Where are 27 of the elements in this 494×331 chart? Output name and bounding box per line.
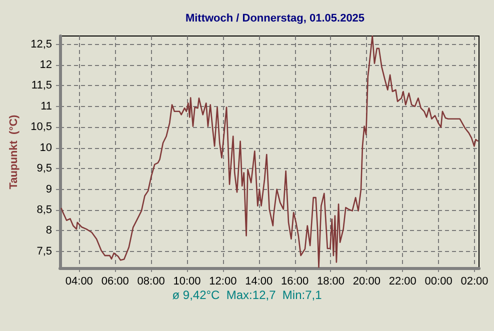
- y-tick-label: 10,5: [30, 121, 52, 134]
- y-axis-title: Taupunkt (°C): [8, 114, 20, 190]
- y-tick-label: 12,5: [30, 38, 52, 50]
- x-tick-label: 18:00: [316, 276, 345, 288]
- x-tick-label: 04:00: [65, 276, 93, 288]
- line-series: [60, 35, 479, 268]
- y-tick-label: 9,5: [36, 162, 52, 175]
- x-tick-label: 10:00: [173, 276, 201, 288]
- y-tick-label: 11: [40, 100, 52, 112]
- x-tick-label: 20:00: [352, 276, 380, 288]
- x-tick-label: 08:00: [137, 276, 165, 288]
- x-tick-label: 12:00: [209, 276, 237, 288]
- x-tick-label: 16:00: [281, 276, 309, 288]
- chart-title: Mittwoch / Donnerstag, 01.05.2025: [185, 12, 365, 24]
- x-tick-label: 22:00: [388, 276, 416, 288]
- y-tick-label: 8,5: [36, 204, 52, 216]
- y-tick-label: 7,5: [36, 245, 52, 258]
- y-tick-label: 8: [46, 224, 52, 237]
- y-tick-label: 9: [46, 183, 52, 196]
- x-tick-label: 00:00: [424, 276, 452, 288]
- x-tick-label: 02:00: [460, 276, 488, 288]
- y-tick-label: 10: [40, 142, 52, 154]
- x-tick-label: 14:00: [245, 276, 273, 288]
- y-tick-label: 11,5: [31, 80, 52, 92]
- x-tick-label: 06:00: [101, 276, 129, 288]
- text: ø 9,42°C Max:12,7 Min:7,1: [172, 288, 322, 302]
- y-tick-label: 12: [40, 59, 52, 71]
